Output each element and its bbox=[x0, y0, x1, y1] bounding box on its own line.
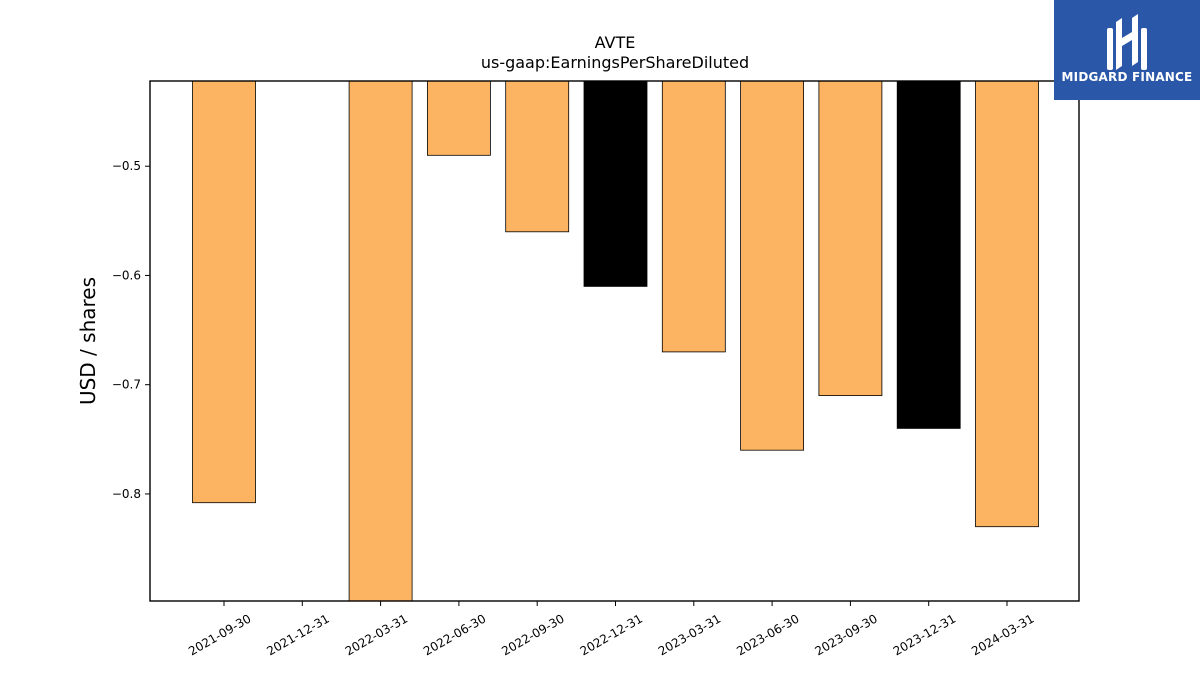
y-tick-label: −0.7 bbox=[112, 378, 141, 392]
plot-frame bbox=[149, 80, 1080, 602]
bar-2022-03-31 bbox=[348, 80, 413, 602]
bar-2022-09-30 bbox=[505, 80, 570, 233]
bars-group bbox=[192, 80, 1039, 602]
chart-subtitle: us-gaap:EarningsPerShareDiluted bbox=[481, 53, 749, 72]
bar-2023-12-31 bbox=[896, 80, 961, 429]
bar-2023-06-30 bbox=[740, 80, 804, 451]
bar-2022-06-30 bbox=[426, 80, 491, 156]
y-axis-ticks: −0.5 −0.6 −0.7 −0.8 bbox=[112, 159, 150, 501]
x-tick-label: 2023-06-30 bbox=[734, 611, 801, 658]
y-axis-label: USD / shares bbox=[76, 277, 100, 405]
x-tick-label: 2022-03-31 bbox=[343, 611, 410, 658]
bar-2021-09-30 bbox=[192, 80, 256, 504]
bar-2023-03-31 bbox=[661, 80, 726, 353]
y-tick-label: −0.5 bbox=[112, 159, 141, 173]
bar-2023-09-30 bbox=[818, 80, 883, 397]
bar-2022-12-31 bbox=[583, 80, 648, 287]
x-tick-label: 2022-09-30 bbox=[499, 611, 566, 658]
x-tick-label: 2023-12-31 bbox=[891, 611, 958, 658]
x-tick-label: 2022-12-31 bbox=[578, 611, 645, 658]
x-tick-label: 2021-12-31 bbox=[264, 611, 331, 658]
x-tick-label: 2023-09-30 bbox=[812, 611, 879, 658]
brand-name: MIDGARD FINANCE bbox=[1061, 70, 1193, 84]
midgard-logo-icon bbox=[1107, 14, 1147, 70]
x-tick-label: 2022-06-30 bbox=[421, 611, 488, 658]
bar-2024-03-31 bbox=[975, 80, 1039, 528]
x-tick-label: 2021-09-30 bbox=[186, 611, 253, 658]
y-tick-label: −0.8 bbox=[112, 487, 141, 501]
brand-logo: MIDGARD FINANCE bbox=[1054, 0, 1200, 100]
x-axis-ticks: 2021-09-30 2021-12-31 2022-03-31 2022-06-30… bbox=[186, 601, 1037, 658]
y-tick-label: −0.6 bbox=[112, 268, 141, 282]
x-tick-label: 2023-03-31 bbox=[656, 611, 723, 658]
chart-title: AVTE bbox=[595, 33, 636, 52]
x-tick-label: 2024-03-31 bbox=[969, 611, 1036, 658]
